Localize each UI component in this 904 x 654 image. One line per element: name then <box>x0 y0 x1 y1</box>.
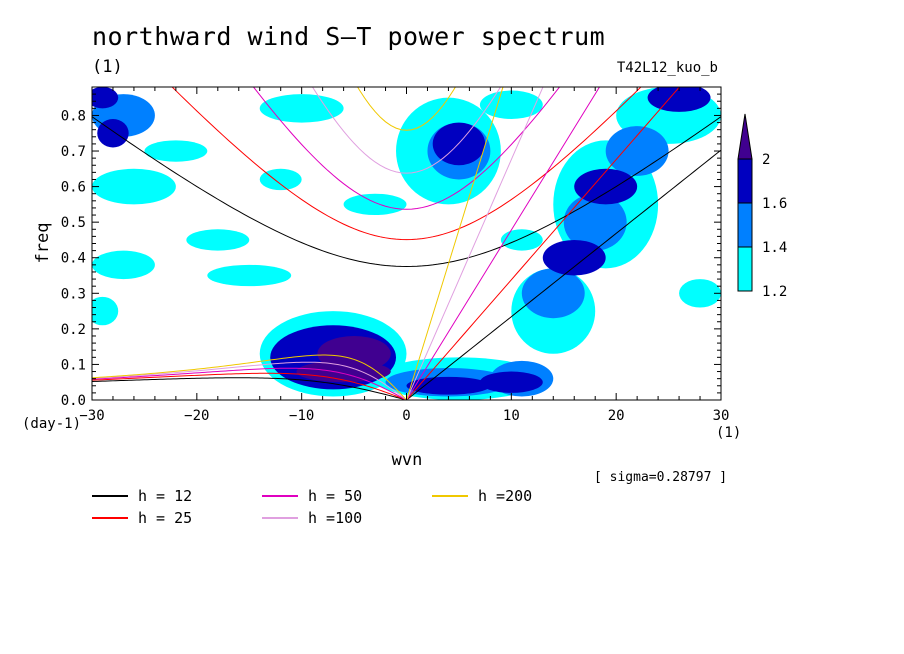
shaded-region-35 <box>296 360 391 383</box>
kelvin-curve-h25 <box>406 87 681 400</box>
run-label: T42L12_kuo_b <box>616 60 718 76</box>
colorbar-label: 1.6 <box>762 196 787 212</box>
shaded-region-10 <box>144 140 208 162</box>
shaded-region-7 <box>92 250 155 280</box>
rossby-curve-h200 <box>92 354 407 400</box>
colorbar-label: 1.4 <box>762 240 787 256</box>
shaded-region-16 <box>679 279 721 308</box>
colorbar: 1.2 1.4 1.6 2 <box>737 113 787 300</box>
x-axis: −30 −20 −10 0 10 20 30 <box>79 87 729 424</box>
shaded-region-15 <box>259 168 302 191</box>
legend-label: h = 12 <box>138 487 192 505</box>
x-tick-label: −10 <box>289 408 314 424</box>
dispersion-curves <box>92 87 721 400</box>
y-unit-label: (day-1) <box>22 416 82 432</box>
shaded-region-8 <box>186 229 250 251</box>
y-axis: 0.0 0.1 0.2 0.3 0.4 0.5 0.6 0.7 0.8 <box>61 86 721 409</box>
legend-label: h =100 <box>308 509 362 527</box>
y-tick-label: 0.5 <box>61 215 86 231</box>
sigma-label: [ sigma=0.28797 ] <box>594 470 728 485</box>
gravity-curve-h12 <box>92 116 721 267</box>
chart-title: northward wind S—T power spectrum <box>92 22 606 51</box>
shaded-region-28 <box>542 239 606 276</box>
colorbar-segment <box>737 246 753 292</box>
colorbar-segment <box>737 202 753 248</box>
legend-label: h = 25 <box>138 509 192 527</box>
legend-label: h =200 <box>478 487 532 505</box>
y-tick-label: 0.8 <box>61 108 86 124</box>
colorbar-arrow <box>737 113 753 160</box>
y-tick-label: 0.6 <box>61 180 86 196</box>
x-tick-label: 20 <box>608 408 625 424</box>
shaded-region-29 <box>574 168 638 205</box>
x-axis-label: wvn <box>392 450 423 470</box>
shaded-region-11 <box>259 94 344 123</box>
shaded-region-9 <box>207 264 292 287</box>
y-tick-label: 0.4 <box>61 251 86 267</box>
gravity-curve-h200 <box>357 87 456 131</box>
shaded-region-27 <box>479 371 543 393</box>
kelvin-curve-h50 <box>406 87 601 400</box>
x-tick-label: 0 <box>402 408 410 424</box>
gravity-curve-h50 <box>252 87 561 210</box>
y-tick-label: 0.3 <box>61 286 86 302</box>
shaded-region-26 <box>406 376 491 395</box>
shaded-region-22 <box>605 126 669 176</box>
x-tick-label: 10 <box>503 408 520 424</box>
gravity-curve-h100 <box>311 87 502 174</box>
kelvin-curve-h100 <box>406 87 544 400</box>
y-tick-label: 0.1 <box>61 357 86 373</box>
kelvin-curve-h200 <box>406 87 504 400</box>
shaded-regions <box>92 87 721 400</box>
shaded-region-33 <box>92 87 119 109</box>
shaded-region-20 <box>521 268 585 319</box>
y-tick-label: 0.7 <box>61 144 86 160</box>
x-tick-label: 30 <box>713 408 730 424</box>
x-tick-label: −20 <box>184 408 209 424</box>
legend: h = 12 h = 25 h = 50 h =100 h =200 <box>92 487 532 527</box>
rossby-curve-h12 <box>92 377 407 400</box>
shaded-region-14 <box>92 296 119 326</box>
colorbar-label: 2 <box>762 152 770 168</box>
y-tick-label: 0.2 <box>61 322 86 338</box>
x-tick-label: −30 <box>79 408 104 424</box>
rossby-curve-h50 <box>92 367 407 400</box>
kelvin-curve-h12 <box>406 149 721 400</box>
rossby-curve-h25 <box>92 372 407 400</box>
colorbar-segment <box>737 158 753 204</box>
shaded-region-17 <box>500 229 543 251</box>
legend-label: h = 50 <box>308 487 362 505</box>
y-tick-label: 0.0 <box>61 393 86 409</box>
rossby-curve-h100 <box>92 361 407 400</box>
y-axis-label: freq <box>33 223 53 264</box>
x-unit-label: (1) <box>716 425 742 441</box>
shaded-region-12 <box>343 193 407 216</box>
gravity-curve-h25 <box>171 87 642 241</box>
chart-subtitle: (1) <box>92 57 123 77</box>
shaded-region-6 <box>92 168 176 205</box>
colorbar-label: 1.2 <box>762 284 787 300</box>
